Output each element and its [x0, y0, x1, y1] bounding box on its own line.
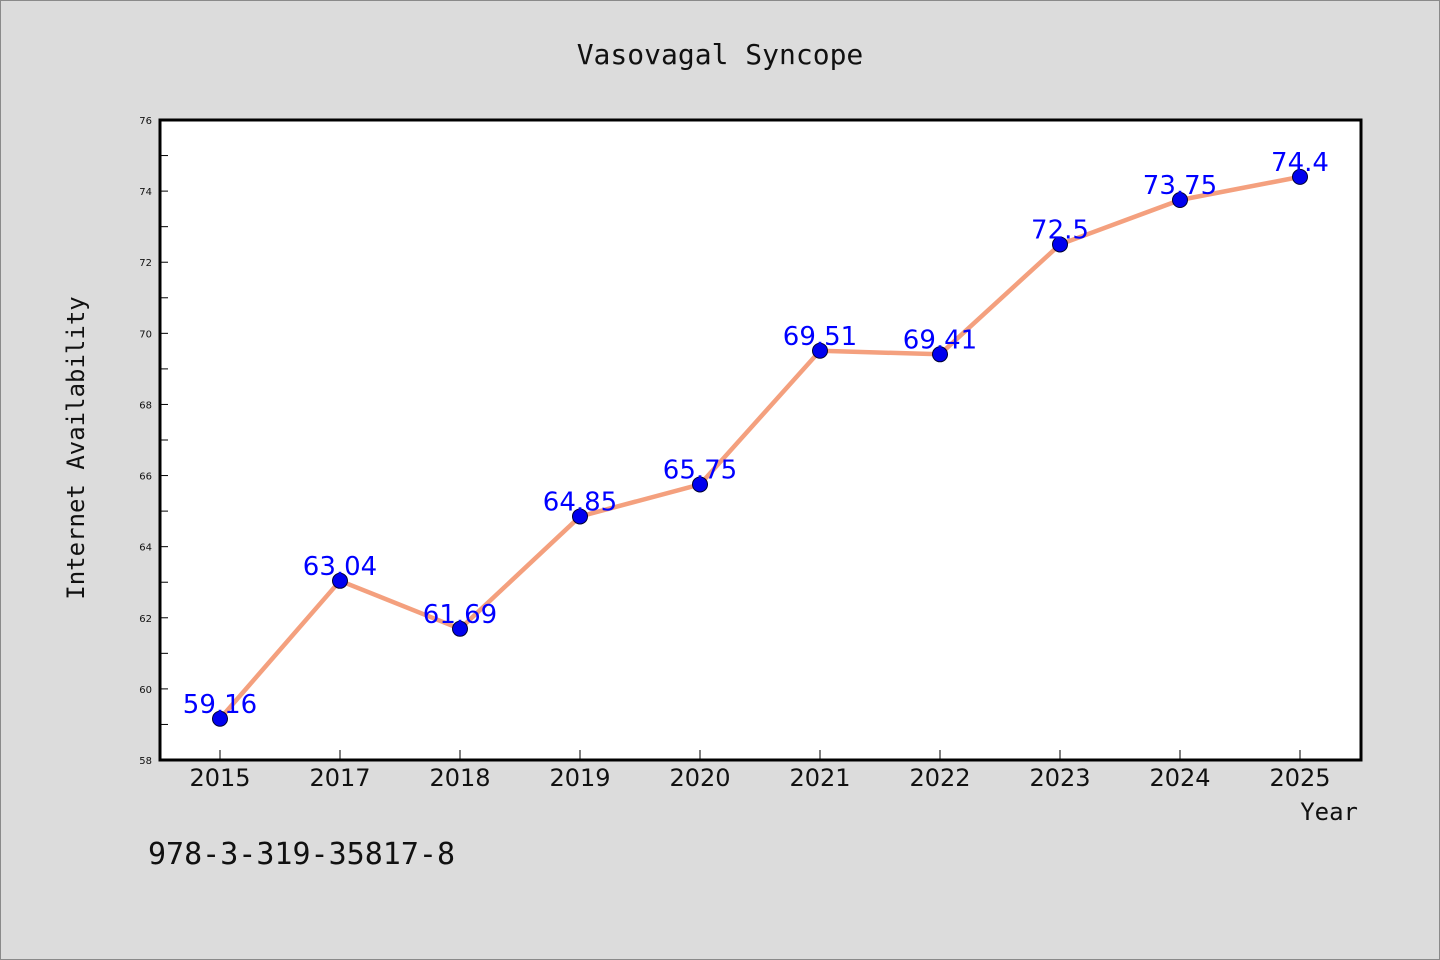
- footer-isbn: 978-3-319-35817-8: [148, 837, 455, 872]
- y-tick-label: 74: [139, 187, 152, 198]
- data-label: 63.04: [303, 552, 377, 582]
- x-tick-label: 2022: [909, 764, 970, 792]
- series-line: [217, 174, 1303, 722]
- data-point: [1052, 236, 1068, 253]
- data-label: 61.69: [423, 600, 497, 630]
- plot-area: [158, 118, 1363, 762]
- data-label: 65.75: [663, 455, 737, 485]
- data-point: [1292, 168, 1308, 185]
- y-tick-label: 60: [139, 685, 152, 696]
- data-point: [332, 572, 348, 589]
- x-tick-label: 2024: [1149, 764, 1210, 792]
- chart-title: Vasovagal Syncope: [577, 38, 864, 71]
- data-label: 59.16: [183, 690, 257, 720]
- x-tick-label: 2019: [549, 764, 610, 792]
- y-tick-label: 62: [139, 614, 152, 625]
- y-axis: 58 60 62 64 66 68 70 72 74 76: [139, 116, 168, 767]
- data-point: [572, 508, 588, 525]
- x-tick-label: 2021: [789, 764, 850, 792]
- x-tick-label: 2020: [669, 764, 730, 792]
- data-markers: [212, 168, 1308, 727]
- y-tick-label: 76: [139, 116, 152, 127]
- data-point: [452, 620, 468, 637]
- x-tick-label: 2025: [1269, 764, 1330, 792]
- data-label: 69.51: [783, 322, 857, 352]
- x-tick-label: 2017: [309, 764, 370, 792]
- x-axis-title: Year: [1300, 798, 1358, 826]
- data-point: [1172, 192, 1188, 208]
- x-tick-label: 2015: [189, 764, 250, 792]
- data-labels: 59.16 63.04 61.69 64.85 65.75 69.51 69.41 72.5 7…: [183, 148, 1329, 720]
- data-point: [812, 342, 828, 359]
- x-tick-label: 2018: [429, 764, 490, 792]
- x-axis: 2015 2017 2018 2019 2020 2021 2022 2023 2024 2025: [189, 750, 1331, 792]
- y-tick-label: 58: [139, 756, 152, 767]
- data-label: 74.4: [1271, 148, 1329, 178]
- data-label: 64.85: [543, 487, 617, 517]
- data-point: [932, 346, 948, 363]
- y-tick-label: 72: [139, 258, 152, 269]
- y-tick-label: 70: [139, 329, 152, 340]
- data-label: 72.5: [1031, 215, 1089, 245]
- data-point: [692, 476, 708, 493]
- y-tick-label: 68: [139, 400, 152, 411]
- y-tick-label: 66: [139, 472, 152, 483]
- y-tick-label: 64: [139, 543, 152, 554]
- x-tick-label: 2023: [1029, 764, 1090, 792]
- data-label: 69.41: [903, 325, 977, 355]
- y-axis-title: Internet Availability: [62, 296, 90, 599]
- data-point: [212, 710, 228, 727]
- data-label: 73.75: [1143, 171, 1217, 201]
